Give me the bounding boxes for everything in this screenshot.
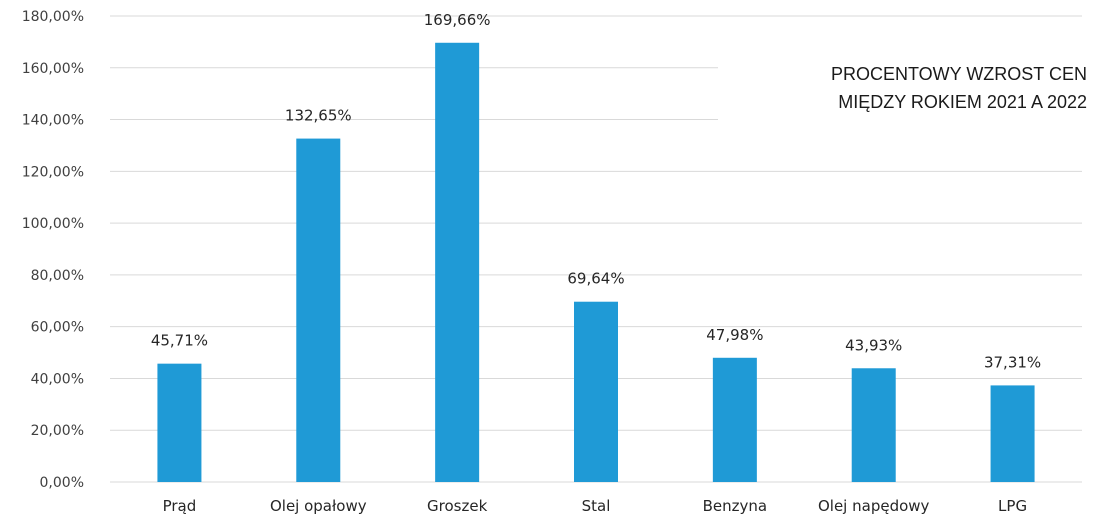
chart-title-background: [718, 58, 1098, 120]
data-label: 132,65%: [285, 107, 352, 125]
chart-title-line-1: PROCENTOWY WZROST CEN: [831, 64, 1087, 84]
data-label: 47,98%: [706, 326, 763, 344]
gridlines: [110, 15, 1082, 483]
bar: [851, 368, 896, 482]
y-tick-label: 160,00%: [22, 61, 84, 77]
y-tick-label: 20,00%: [31, 423, 84, 439]
bar: [157, 363, 202, 482]
y-tick-label: 100,00%: [22, 216, 84, 232]
y-tick-label: 60,00%: [31, 320, 84, 336]
x-category-label: Olej opałowy: [270, 497, 367, 515]
data-labels: 45,71% 132,65% 169,66% 69,64% 47,98% 43,93% 37…: [151, 11, 1041, 372]
x-category-label: Olej napędowy: [818, 497, 930, 515]
y-tick-label: 180,00%: [22, 9, 84, 25]
bars: [157, 42, 1035, 483]
y-tick-label: 140,00%: [22, 113, 84, 129]
x-category-label: Stal: [582, 497, 611, 515]
x-category-label: Benzyna: [703, 497, 767, 515]
x-category-label: Groszek: [427, 497, 488, 515]
y-axis-tick-labels: 0,00% 20,00% 40,00% 60,00% 80,00% 100,00% 120,…: [22, 9, 84, 491]
data-label: 43,93%: [845, 336, 902, 354]
y-tick-label: 80,00%: [31, 268, 84, 284]
data-label: 45,71%: [151, 332, 208, 350]
bar: [574, 301, 618, 482]
bar: [435, 42, 480, 483]
chart-title: PROCENTOWY WZROST CEN MIĘDZY ROKIEM 2021…: [718, 58, 1098, 120]
data-label: 169,66%: [424, 11, 491, 29]
y-tick-label: 40,00%: [31, 371, 84, 387]
y-tick-label: 0,00%: [40, 475, 84, 491]
x-axis-category-labels: Prąd Olej opałowy Groszek Stal Benzyna Olej n…: [163, 497, 1027, 515]
data-label: 37,31%: [984, 353, 1041, 371]
data-label: 69,64%: [567, 270, 624, 288]
y-tick-label: 120,00%: [22, 164, 84, 180]
x-category-label: LPG: [998, 497, 1027, 515]
x-category-label: Prąd: [163, 497, 197, 515]
bar: [990, 385, 1035, 482]
chart-title-line-2: MIĘDZY ROKIEM 2021 A 2022: [838, 92, 1087, 112]
bar: [712, 357, 757, 482]
bar: [296, 138, 341, 482]
